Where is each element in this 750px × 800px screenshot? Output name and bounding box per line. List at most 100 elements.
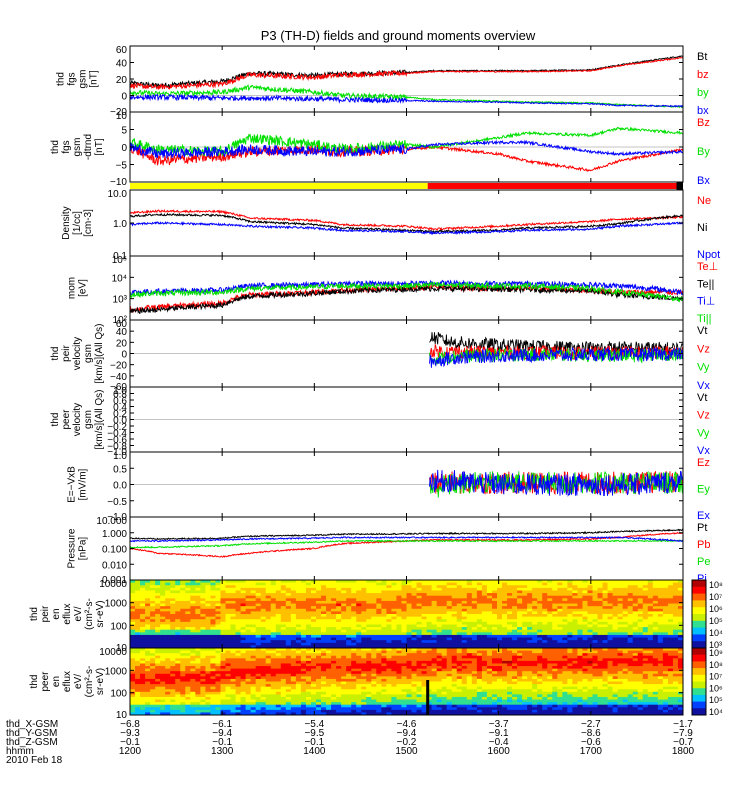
spectrogram-cell [220, 603, 227, 607]
spectrogram-cell [406, 595, 413, 599]
spectrogram-cell [190, 627, 196, 631]
spectrogram-cell [532, 637, 538, 641]
spectrogram-cell [552, 598, 558, 602]
spectrogram-cell [617, 637, 624, 641]
spectrogram-cell [446, 593, 453, 597]
spectrogram-cell [300, 653, 307, 657]
spectrogram-cell [542, 582, 548, 586]
spectrogram-cell [637, 627, 644, 631]
y-axis-label: gsm [83, 410, 94, 429]
spectrogram-cell [502, 603, 508, 607]
spectrogram-cell [245, 663, 252, 667]
spectrogram-cell [361, 709, 367, 714]
spectrogram-cell [662, 621, 669, 626]
spectrogram-cell [381, 666, 387, 670]
spectrogram-cell [240, 595, 247, 599]
spectrogram-cell [140, 653, 146, 657]
spectrogram-cell [351, 632, 357, 636]
spectrogram-cell [230, 614, 237, 618]
spectrogram-cell [386, 660, 393, 665]
spectrogram-cell [190, 619, 196, 623]
spectrogram-cell [577, 614, 584, 618]
spectrogram-cell [265, 691, 272, 695]
spectrogram-cell [637, 590, 644, 594]
spectrogram-cell [356, 684, 362, 688]
spectrogram-cell [386, 619, 393, 623]
spectrogram-cell [275, 627, 282, 631]
spectrogram-cell [577, 645, 584, 648]
spectrogram-cell [642, 645, 649, 648]
spectrogram-cell [230, 621, 237, 626]
spectrogram-cell [300, 648, 307, 652]
spectrogram-cell [552, 593, 558, 597]
spectrogram-cell [130, 645, 136, 648]
spectrogram-cell [507, 606, 513, 610]
spectrogram-cell [295, 637, 302, 641]
spectrogram-cell [381, 645, 387, 648]
spectrogram-cell [260, 704, 267, 708]
spectrogram-cell [155, 702, 161, 706]
spectrogram-cell [436, 666, 443, 670]
spectrogram-cell [361, 684, 367, 688]
spectrogram-cell [245, 627, 252, 631]
spectrogram-cell [275, 653, 282, 657]
panel-pressure: PtPbPePi10.0001.0000.1000.0100.001Pressu… [67, 516, 711, 586]
colorbar-swatch [692, 614, 706, 622]
spectrogram-cell [351, 600, 357, 605]
spectrogram-cell [265, 642, 272, 646]
spectrogram-cell [436, 671, 443, 675]
spectrogram-cell [240, 582, 247, 586]
spectrogram-cell [522, 611, 528, 615]
spectrogram-cell [371, 611, 377, 615]
spectrogram-cell [662, 598, 669, 602]
spectrogram-cell [150, 587, 156, 592]
spectrogram-cell [220, 699, 227, 703]
spectrogram-cell [200, 593, 207, 597]
spectrogram-cell [471, 611, 478, 615]
spectrogram-cell [160, 645, 166, 648]
spectrogram-cell [341, 691, 347, 695]
spectrogram-cell [265, 655, 272, 659]
spectrogram-cell [230, 611, 237, 615]
spectrogram-cell [436, 676, 443, 680]
spectrogram-cell [461, 611, 468, 615]
spectrogram-cell [195, 691, 201, 695]
spectrogram-cell [406, 611, 413, 615]
spectrogram-cell [642, 580, 649, 584]
spectrogram-cell [321, 580, 327, 584]
spectrogram-cell [441, 637, 448, 641]
spectrogram-cell [230, 645, 237, 648]
spectrogram-cell [366, 580, 372, 584]
spectrogram-cell [587, 603, 594, 607]
spectrogram-cell [225, 645, 232, 648]
spectrogram-cell [371, 658, 377, 662]
spectrogram-cell [441, 640, 448, 644]
spectrogram-cell [165, 655, 171, 659]
spectrogram-cell [300, 611, 307, 615]
spectrogram-cell [205, 653, 212, 657]
spectrogram-cell [652, 619, 659, 623]
spectrogram-cell [150, 707, 156, 711]
spectrogram-cell [270, 580, 277, 584]
legend-entry: Ti⊥ [697, 296, 715, 308]
spectrogram-cell [180, 587, 186, 592]
spectrogram-cell [190, 678, 196, 683]
spectrogram-cell [300, 709, 307, 714]
spectrogram-cell [537, 634, 543, 639]
spectrogram-cell [175, 634, 181, 639]
colorbar-tick-label: 10³ [709, 640, 722, 650]
spectrogram-cell [496, 603, 503, 607]
spectrogram-cell [260, 616, 267, 620]
spectrogram-cell [461, 590, 468, 594]
spectrogram-cell [140, 709, 146, 714]
spectrogram-cell [632, 600, 639, 605]
spectrogram-cell [265, 637, 272, 641]
spectrogram-cell [657, 645, 664, 648]
spectrogram-cell [280, 712, 287, 715]
spectrogram-cell [411, 707, 418, 711]
spectrogram-cell [542, 600, 548, 605]
spectrogram-cell [612, 587, 619, 592]
spectrogram-cell [190, 699, 196, 703]
spectrogram-cell [642, 632, 649, 636]
